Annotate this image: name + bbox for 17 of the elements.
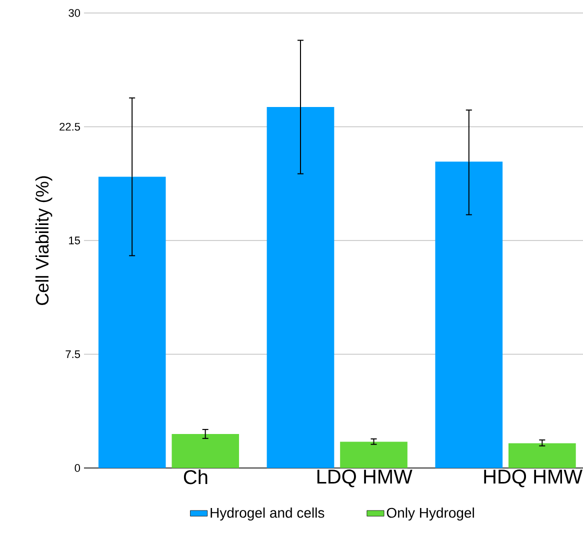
- y-tick-label: 15: [69, 236, 80, 244]
- y-tick-label: 7.5: [66, 350, 80, 358]
- x-tick-label: HDQ HMW: [484, 470, 582, 488]
- y-tick-label: 0: [74, 464, 80, 472]
- bar: [435, 162, 503, 468]
- bar: [340, 442, 408, 468]
- y-axis-title: Cell Viability (%): [35, 176, 52, 305]
- legend-label: Hydrogel and cells: [210, 508, 324, 521]
- bar: [172, 434, 240, 468]
- bar: [508, 443, 576, 468]
- y-tick-label: 30: [68, 9, 80, 17]
- legend-label: Only Hydrogel: [386, 508, 474, 521]
- y-tick-label: 22.5: [60, 122, 80, 131]
- bar: [266, 107, 334, 468]
- x-tick-label: LDQ HMW: [317, 470, 412, 488]
- bar: [98, 176, 166, 468]
- x-tick-label: Ch: [184, 470, 208, 484]
